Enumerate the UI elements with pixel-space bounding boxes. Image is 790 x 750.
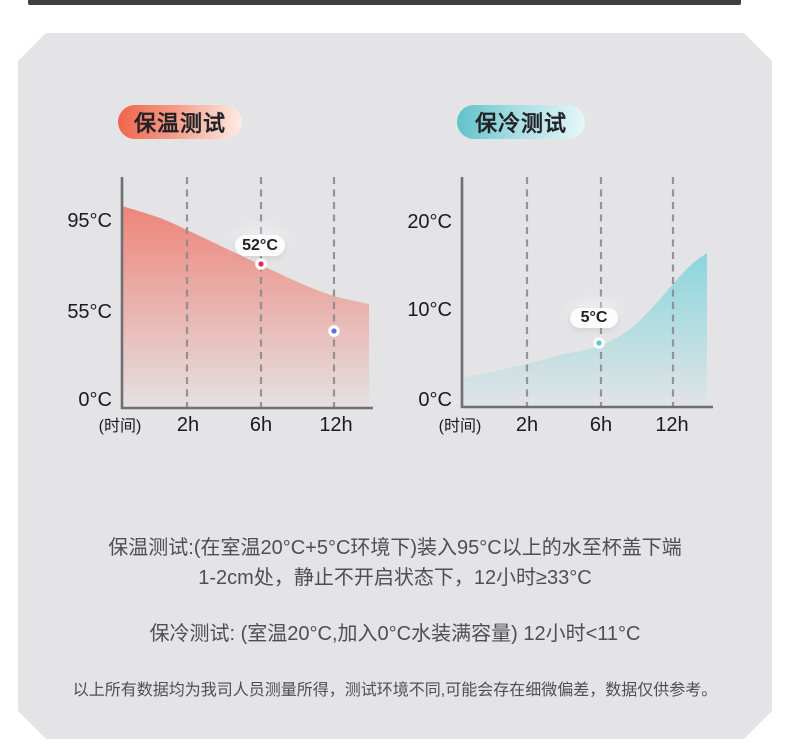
disclaimer-text: 以上所有数据均为我司人员测量所得，测试环境不同,可能会存在细微偏差，数据仅供参考… (72, 682, 718, 699)
cold-test-badge: 保冷测试 (457, 105, 585, 139)
hot-ytick-95: 95°C (67, 210, 112, 232)
hot-data-dot (328, 325, 340, 337)
hot-area-series (122, 206, 369, 408)
heat-test-badge-label: 保温测试 (133, 111, 226, 136)
hot-xtick-12h: 12h (319, 414, 353, 436)
hot-ytick-0: 0°C (78, 389, 112, 411)
cold-datapoint-value: 5°C (580, 309, 608, 326)
heat-test-badge: 保温测试 (118, 105, 242, 139)
cold-xtick-12h: 12h (655, 414, 689, 436)
hot-ytick-55: 55°C (67, 301, 112, 323)
hot-axes (120, 177, 373, 410)
hot-datapoint-callout: 52°C (235, 235, 285, 256)
cold-xtick-2h: 2h (515, 414, 539, 436)
top-divider-bar (28, 0, 741, 5)
cold-ytick-0: 0°C (418, 389, 452, 411)
hot-xtick-6h: 6h (249, 414, 273, 436)
hot-datapoint-value: 52°C (242, 236, 278, 254)
cold-axes (460, 177, 713, 409)
heat-test-description-line2: 1-2cm处，静止不开启状态下，12小时≥33°C (198, 567, 592, 589)
hot-xaxis-label: (时间) (98, 418, 142, 435)
cold-test-badge-label: 保冷测试 (474, 111, 567, 136)
cold-xtick-6h: 6h (589, 414, 613, 436)
hot-chart (120, 177, 373, 410)
cold-ytick-10: 10°C (407, 299, 452, 321)
cold-datapoint-callout: 5°C (570, 308, 618, 328)
cold-ytick-20: 20°C (407, 211, 452, 233)
cold-xaxis-label: (时间) (438, 418, 482, 435)
hot-data-dot (255, 258, 267, 270)
cold-chart (460, 177, 713, 409)
cold-data-dot (593, 337, 605, 349)
hot-xtick-2h: 2h (176, 414, 200, 436)
heat-test-description-line1: 保温测试:(在室温20°C+5°C环境下)装入95°C以上的水至杯盖下端 (108, 537, 682, 559)
cold-test-description: 保冷测试: (室温20°C,加入0°C水装满容量) 12小时<11°C (149, 623, 641, 645)
cold-area-series (462, 253, 707, 407)
